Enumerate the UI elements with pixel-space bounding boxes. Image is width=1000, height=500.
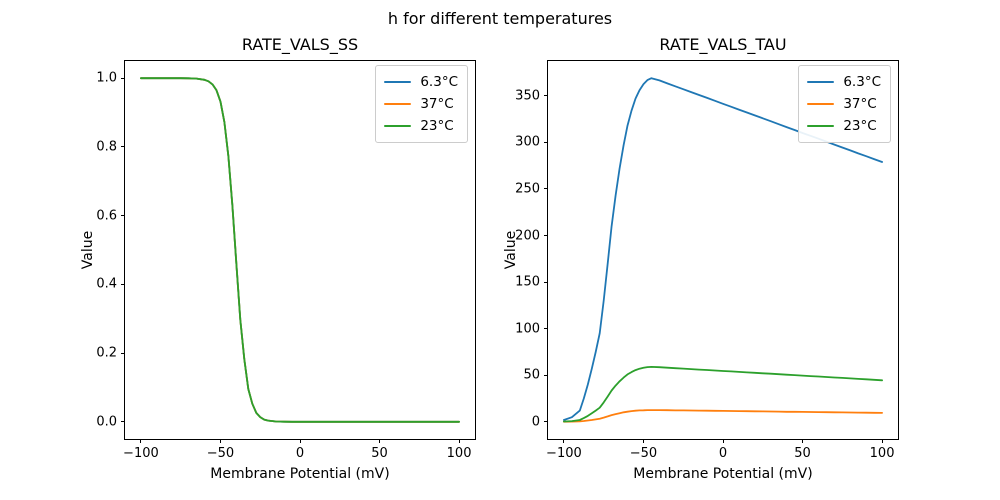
x-tick-mark bbox=[722, 439, 724, 443]
series-line-37°C bbox=[562, 409, 884, 423]
y-tick-label: 0.6 bbox=[96, 208, 117, 224]
y-tick-mark bbox=[121, 215, 125, 217]
x-tick-mark bbox=[802, 439, 804, 443]
y-tick-label: 250 bbox=[515, 181, 540, 197]
x-tick-label: −50 bbox=[629, 446, 658, 461]
y-tick-mark bbox=[121, 146, 125, 148]
legend-label: 23°C bbox=[420, 118, 454, 134]
y-tick-label: 0.0 bbox=[96, 414, 117, 430]
y-tick-mark bbox=[121, 283, 125, 285]
x-tick-mark bbox=[299, 439, 301, 443]
y-tick-label: 350 bbox=[515, 88, 540, 104]
x-tick-label: 50 bbox=[371, 446, 388, 461]
y-tick-mark bbox=[121, 421, 125, 423]
y-tick-label: 50 bbox=[523, 367, 540, 383]
legend-line-swatch bbox=[384, 124, 412, 128]
y-tick-mark bbox=[544, 374, 548, 376]
x-tick-mark bbox=[140, 439, 142, 443]
legend-row: 6.3°C bbox=[384, 71, 458, 93]
x-axis-label-tau: Membrane Potential (mV) bbox=[633, 466, 813, 482]
y-tick-label: 200 bbox=[515, 228, 540, 243]
x-tick-label: 0 bbox=[295, 446, 305, 461]
y-tick-mark bbox=[544, 328, 548, 330]
legend-line-swatch bbox=[384, 102, 412, 106]
y-tick-mark bbox=[544, 141, 548, 143]
y-tick-label: 0.4 bbox=[96, 276, 117, 292]
x-tick-label: −100 bbox=[546, 446, 582, 461]
x-tick-label: 100 bbox=[446, 446, 472, 461]
y-tick-mark bbox=[544, 281, 548, 283]
x-tick-label: −100 bbox=[123, 446, 159, 461]
plot-area-ss bbox=[125, 61, 475, 439]
chart-canvas-ss bbox=[139, 77, 461, 423]
axes-rate-vals-tau: RATE_VALS_TAU Value 6.3°C 37°C 23°C Membra… bbox=[503, 35, 899, 482]
legend-ss: 6.3°C 37°C 23°C bbox=[375, 65, 468, 143]
y-tick-mark bbox=[121, 352, 125, 354]
y-tick-label: 0.2 bbox=[96, 345, 117, 361]
x-tick-mark bbox=[219, 439, 221, 443]
legend-row: 6.3°C bbox=[807, 71, 881, 93]
y-axis-label-ss: Value bbox=[80, 230, 96, 270]
x-tick-label: 0 bbox=[718, 446, 728, 461]
x-tick-label: −50 bbox=[206, 446, 235, 461]
y-tick-mark bbox=[544, 95, 548, 97]
x-axis-label-ss: Membrane Potential (mV) bbox=[210, 466, 390, 482]
y-tick-label: 0 bbox=[531, 414, 540, 430]
y-tick-mark bbox=[121, 77, 125, 79]
legend-row: 23°C bbox=[807, 115, 881, 137]
x-tick-mark bbox=[881, 439, 883, 443]
y-tick-label: 100 bbox=[515, 321, 540, 337]
y-tick-mark bbox=[544, 421, 548, 423]
x-tick-mark bbox=[379, 439, 381, 443]
x-tick-mark bbox=[642, 439, 644, 443]
legend-tau: 6.3°C 37°C 23°C bbox=[798, 65, 891, 143]
legend-label: 6.3°C bbox=[420, 74, 458, 90]
y-tick-mark bbox=[544, 235, 548, 236]
legend-line-swatch bbox=[807, 80, 835, 84]
chart-title-ss: RATE_VALS_SS bbox=[241, 35, 359, 54]
legend-label: 37°C bbox=[420, 96, 454, 112]
legend-line-swatch bbox=[807, 124, 835, 128]
y-tick-label: 1.0 bbox=[96, 70, 117, 86]
legend-row: 23°C bbox=[384, 115, 458, 137]
y-tick-mark bbox=[544, 188, 548, 190]
legend-label: 37°C bbox=[843, 96, 877, 112]
legend-row: 37°C bbox=[384, 93, 458, 115]
chart-title-tau: RATE_VALS_TAU bbox=[659, 35, 787, 54]
legend-row: 37°C bbox=[807, 93, 881, 115]
legend-label: 23°C bbox=[843, 118, 877, 134]
x-tick-label: 50 bbox=[794, 446, 811, 461]
figure-title: h for different temperatures bbox=[387, 9, 613, 28]
x-tick-label: 100 bbox=[869, 446, 895, 461]
axes-rate-vals-ss: RATE_VALS_SS Value 6.3°C 37°C 23°C Membran… bbox=[80, 35, 476, 482]
legend-label: 6.3°C bbox=[843, 74, 881, 90]
y-tick-label: 300 bbox=[515, 134, 540, 150]
series-line-23°C bbox=[139, 77, 461, 423]
series-line-23°C bbox=[562, 365, 884, 423]
y-tick-label: 150 bbox=[515, 274, 540, 290]
x-tick-mark bbox=[563, 439, 565, 443]
y-tick-label: 0.8 bbox=[96, 139, 117, 155]
legend-line-swatch bbox=[384, 80, 412, 84]
legend-line-swatch bbox=[807, 102, 835, 106]
x-tick-mark bbox=[458, 439, 460, 443]
